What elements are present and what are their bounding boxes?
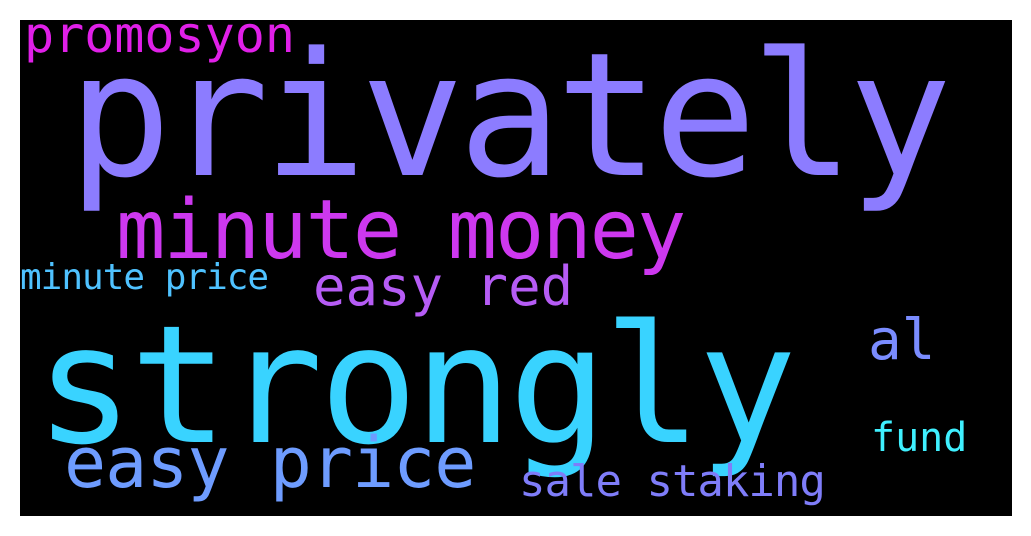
word-strongly: strongly [35,290,797,481]
word-easy-price: easy price [64,422,476,504]
word-sale-staking: sale staking [519,456,826,507]
word-promosyon: promosyon [24,20,295,64]
word-privately: privately [68,20,952,216]
word-fund: fund [871,415,968,461]
word-easy-red: easy red [313,255,574,318]
word-al: al [868,308,936,373]
word-cloud: privately minute money promosyon minute … [20,20,1012,516]
word-minute-price: minute price [20,257,269,298]
word-minute-money: minute money [116,183,686,278]
